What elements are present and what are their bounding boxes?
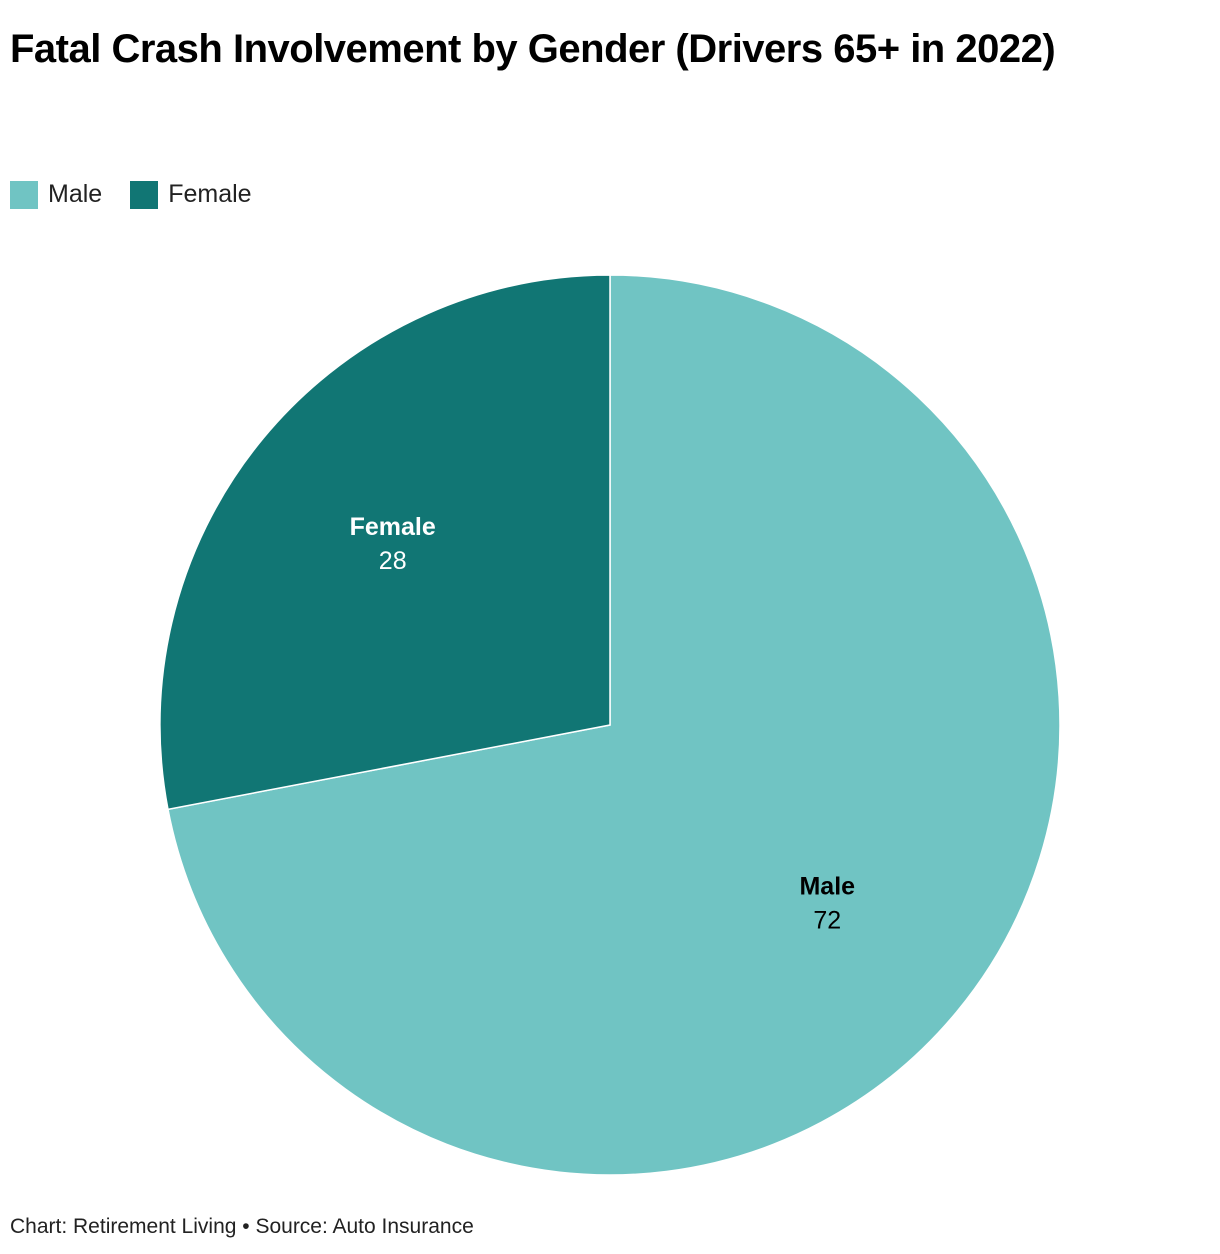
- legend-item: Male: [10, 180, 102, 209]
- legend-swatch: [130, 180, 159, 209]
- legend-label: Male: [48, 180, 103, 208]
- pie-slice: [159, 274, 611, 811]
- slice-value: 72: [813, 906, 841, 934]
- legend: Male Female: [10, 180, 252, 209]
- chart-title: Fatal Crash Involvement by Gender (Drive…: [10, 27, 1056, 71]
- slice-label: Male: [799, 872, 855, 900]
- source-note: Chart: Retirement Living • Source: Auto …: [10, 1215, 474, 1238]
- slice-label: Female: [350, 513, 436, 541]
- legend-item: Female: [130, 180, 252, 209]
- slice-value: 28: [379, 547, 407, 575]
- legend-swatch: [10, 180, 38, 209]
- pie-slice: [167, 274, 1061, 1176]
- legend-label: Female: [168, 180, 252, 208]
